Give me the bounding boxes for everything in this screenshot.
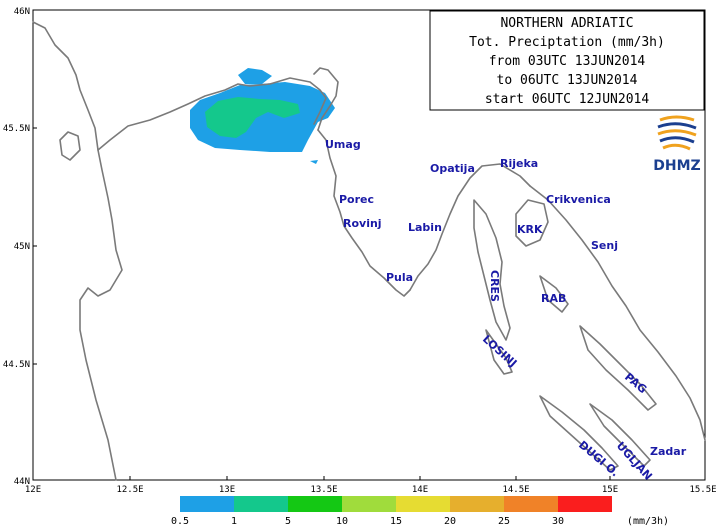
legend-label: 25 [498,516,510,527]
x-tick-label: 14E [412,485,428,495]
title-box: NORTHERN ADRIATIC Tot. Preciptation (mm/… [429,10,705,111]
legend-swatch [504,496,558,512]
title-line: from 03UTC 13JUN2014 [489,54,646,69]
place-label-rab: RAB [541,292,566,305]
island-pag [579,325,657,411]
legend-swatch [234,496,288,512]
legend-label: 0.5 [171,516,189,527]
y-tick-label: 45N [14,242,30,252]
title-line: start 06UTC 12JUN2014 [485,92,650,107]
x-tick-label: 15E [602,485,618,495]
title-line: Tot. Preciptation (mm/3h) [469,35,665,50]
coastline-italy-lagoon [59,131,81,161]
island-ugljan [589,403,651,467]
place-label-labin: Labin [408,221,442,234]
place-label-crikvenica: Crikvenica [546,193,611,206]
x-tick-label: 12.5E [116,485,143,495]
legend-swatch [288,496,342,512]
place-label-porec: Porec [339,193,374,206]
legend-label: 5 [285,516,291,527]
x-tick-label: 15.5E [689,485,716,495]
place-label-senj: Senj [591,239,618,252]
place-label-pula: Pula [386,271,413,284]
precipitation-field [190,68,335,164]
island-rab [539,275,569,313]
dhmz-logo-icon [657,115,697,151]
dhmz-logo: DHMZ [653,115,701,174]
y-tick-label: 45.5N [3,124,30,134]
dhmz-logo-text: DHMZ [653,158,700,174]
x-tick-label: 14.5E [502,485,529,495]
place-label-opatija: Opatija [430,162,475,175]
coastline-istria-west [317,129,411,297]
y-tick-label: 44.5N [3,360,30,370]
legend: 0.5 1 5 10 15 20 25 30 (mm/3h) [171,496,669,527]
place-label-cres: CRES [488,270,501,302]
y-tick-label: 46N [14,7,30,17]
axis-y: 46N 45.5N 45N 44.5N 44N [3,7,37,487]
legend-label: 20 [444,516,456,527]
place-label-rovinj: Rovinj [343,217,382,230]
place-label-umag: Umag [325,138,361,151]
title-line: NORTHERN ADRIATIC [500,16,633,31]
coastline-trieste [313,67,339,131]
legend-label: 15 [390,516,402,527]
precip-area-light-north [238,68,272,84]
island-krk [515,199,549,247]
title-box-frame [429,10,705,111]
coastlines [32,21,706,481]
place-label-rijeka: Rijeka [500,157,538,170]
title-line: to 06UTC 13JUN2014 [497,73,638,88]
legend-label: 30 [552,516,564,527]
island-dugi [539,395,619,471]
x-tick-label: 12E [25,485,41,495]
axis-x: 12E 12.5E 13E 13.5E 14E 14.5E 15E 15.5E [25,476,717,495]
x-tick-label: 13.5E [310,485,337,495]
island-cres [473,199,511,341]
legend-unit: (mm/3h) [627,516,669,527]
legend-swatch [450,496,504,512]
legend-swatch [396,496,450,512]
precip-area-moderate [205,97,300,138]
legend-swatch [342,496,396,512]
coastline-istria-east [409,163,531,291]
coastline-north [97,77,327,151]
place-label-zadar: Zadar [650,445,687,458]
x-tick-label: 13E [219,485,235,495]
island-losinj [485,329,513,375]
legend-label: 10 [336,516,348,527]
coastline-italy [32,21,123,481]
legend-label: 1 [231,516,237,527]
y-tick-label: 44N [14,477,30,487]
legend-swatch [558,496,612,512]
legend-swatch [180,496,234,512]
precip-speck [310,160,318,164]
place-label-krk: KRK [517,223,543,236]
coastline-mainland [529,185,706,441]
